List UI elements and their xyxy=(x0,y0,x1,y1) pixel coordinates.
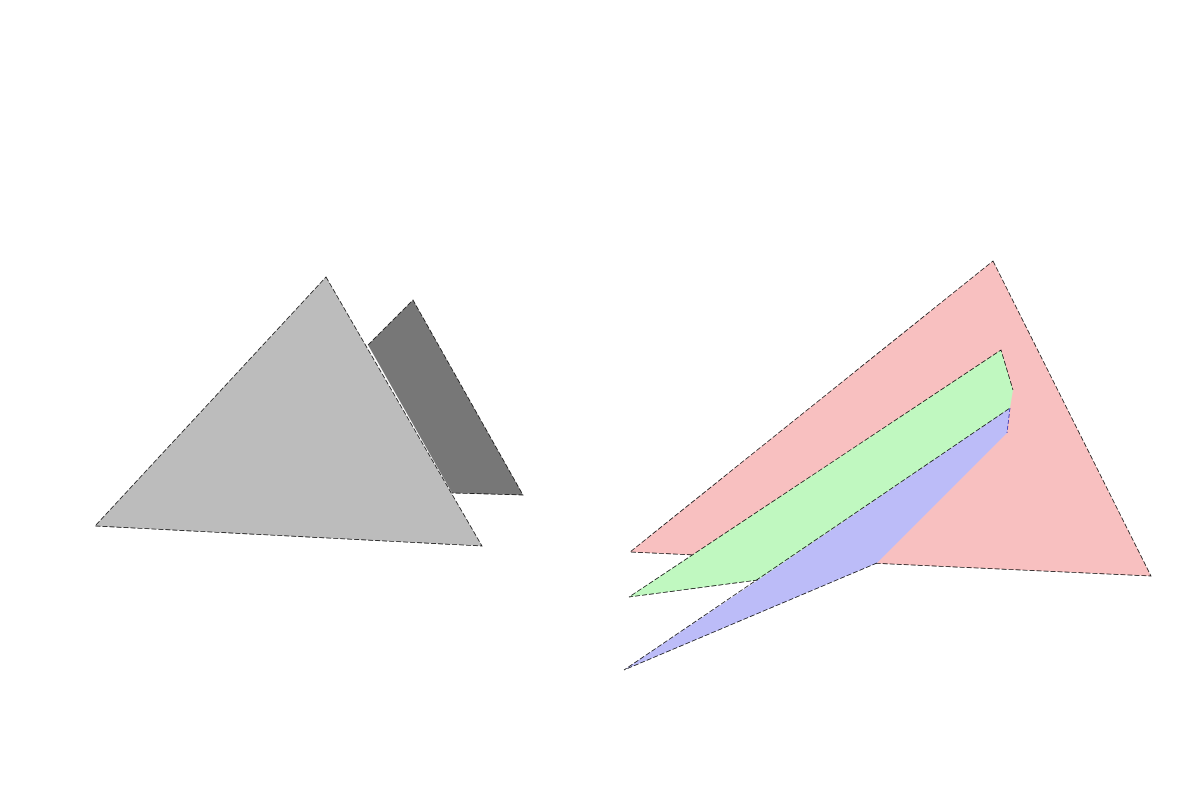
left-triangle-group xyxy=(94,276,524,547)
dark-gray-triangle-edge xyxy=(367,299,524,496)
red-triangle-edge xyxy=(629,260,1152,577)
dark-gray-triangle xyxy=(368,300,523,495)
red-triangle xyxy=(630,261,1151,576)
blue-strip-lower-edge xyxy=(623,407,1011,671)
light-gray-triangle xyxy=(95,277,482,546)
green-strip xyxy=(629,350,1013,597)
green-strip-edge xyxy=(628,349,1014,598)
light-gray-triangle-edge xyxy=(94,276,483,547)
right-triangle-group xyxy=(623,260,1152,671)
blue-strip-edge xyxy=(1006,407,1011,434)
